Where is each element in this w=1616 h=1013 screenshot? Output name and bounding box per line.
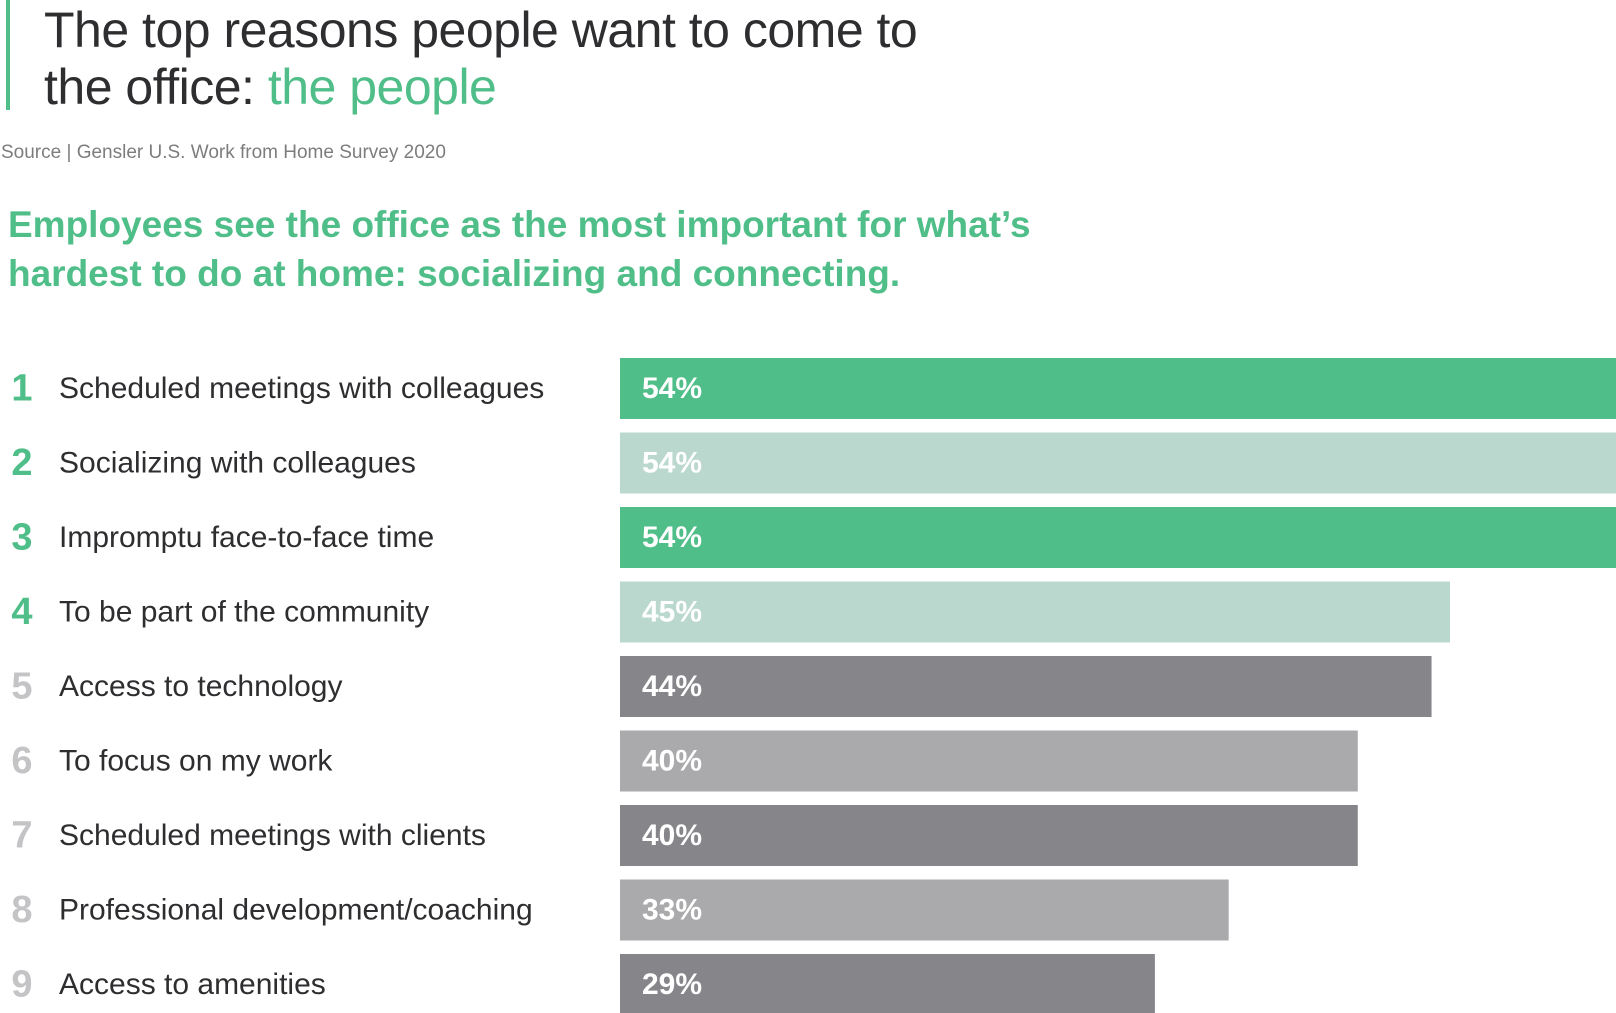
bar xyxy=(620,805,1358,866)
rank-number: 2 xyxy=(11,442,32,484)
bar xyxy=(620,879,1229,941)
value-label: 29% xyxy=(642,968,702,1001)
value-label: 44% xyxy=(642,670,702,703)
rank-number: 4 xyxy=(11,591,32,633)
chart-title: The top reasons people want to come to t… xyxy=(44,2,944,116)
value-label: 40% xyxy=(642,745,702,778)
bar-row: 8 Professional development/coaching 33% xyxy=(11,879,1229,941)
category-label: Scheduled meetings with clients xyxy=(59,819,486,852)
bar xyxy=(620,358,1616,419)
category-label: Professional development/coaching xyxy=(59,894,533,927)
rank-number: 9 xyxy=(11,964,32,1006)
bar-row: 3 Impromptu face-to-face time 54% xyxy=(11,507,1616,568)
bar-row: 1 Scheduled meetings with colleagues 54% xyxy=(11,358,1616,419)
category-label: Scheduled meetings with colleagues xyxy=(59,372,544,405)
title-accent-bar xyxy=(6,0,10,110)
bar-row: 4 To be part of the community 45% xyxy=(11,581,1450,643)
chart-subtitle: Employees see the office as the most imp… xyxy=(8,204,1031,294)
bar-row: 6 To focus on my work 40% xyxy=(11,730,1358,792)
bar xyxy=(620,581,1450,643)
chart-title-main: The top reasons people want to come to t… xyxy=(44,2,918,115)
rank-number: 5 xyxy=(11,666,32,708)
chart-title-accent: the people xyxy=(267,59,497,115)
category-label: Access to amenities xyxy=(59,968,326,1001)
value-label: 54% xyxy=(642,447,702,480)
bar-row: 9 Access to amenities 29% xyxy=(11,954,1155,1013)
value-label: 40% xyxy=(642,819,702,852)
bar xyxy=(620,656,1432,717)
value-label: 54% xyxy=(642,372,702,405)
value-label: 45% xyxy=(642,596,702,629)
value-label: 33% xyxy=(642,894,702,927)
rank-number: 3 xyxy=(11,517,32,559)
rank-number: 1 xyxy=(11,368,32,410)
rank-number: 8 xyxy=(11,889,32,931)
source-note: Source | Gensler U.S. Work from Home Sur… xyxy=(1,142,446,163)
rank-number: 6 xyxy=(11,740,32,782)
category-label: To be part of the community xyxy=(59,596,429,629)
category-label: To focus on my work xyxy=(59,745,333,778)
bar-row: 7 Scheduled meetings with clients 40% xyxy=(11,805,1358,866)
bar xyxy=(620,730,1358,792)
bar xyxy=(620,432,1616,494)
bar-row: 2 Socializing with colleagues 54% xyxy=(11,432,1616,494)
bar xyxy=(620,954,1155,1013)
bar xyxy=(620,507,1616,568)
category-label: Access to technology xyxy=(59,670,343,703)
value-label: 54% xyxy=(642,521,702,554)
category-label: Impromptu face-to-face time xyxy=(59,521,434,554)
bar-row: 5 Access to technology 44% xyxy=(11,656,1432,717)
category-label: Socializing with colleagues xyxy=(59,447,416,480)
rank-number: 7 xyxy=(11,815,32,857)
